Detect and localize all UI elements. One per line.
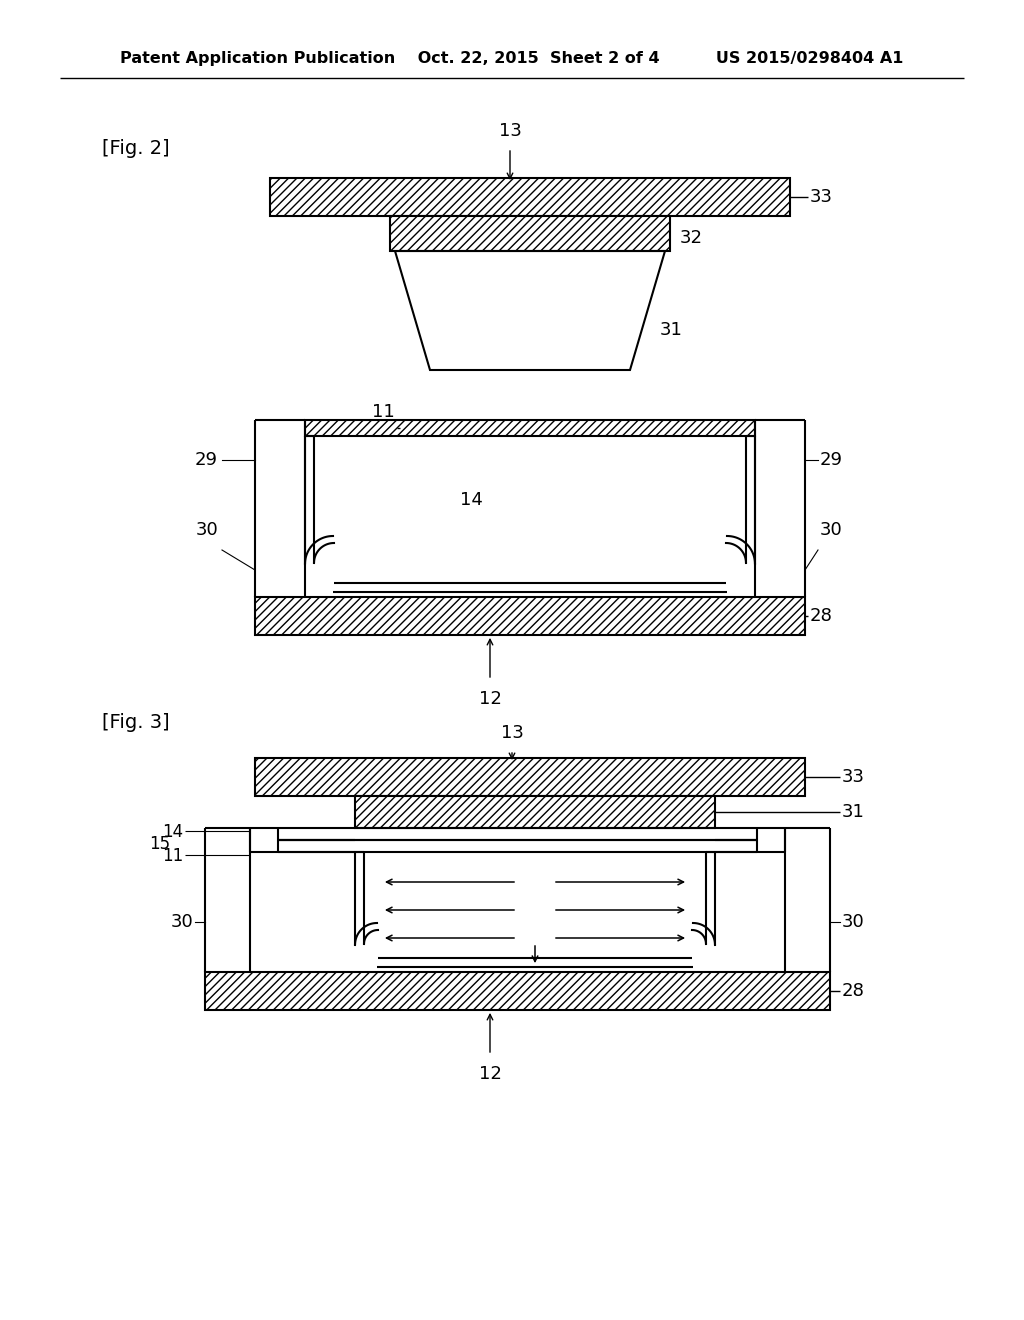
- Text: 30: 30: [170, 912, 193, 931]
- Text: 14: 14: [162, 822, 183, 841]
- Text: 15: 15: [148, 836, 170, 853]
- Text: 31: 31: [842, 803, 865, 821]
- Text: 14: 14: [460, 491, 483, 510]
- Text: 12: 12: [478, 690, 502, 708]
- Text: 30: 30: [842, 912, 864, 931]
- Text: 29: 29: [820, 451, 843, 469]
- Bar: [205, 972, 830, 1010]
- Text: 30: 30: [820, 521, 843, 539]
- Bar: [270, 178, 790, 216]
- Bar: [270, 178, 790, 216]
- Text: 11: 11: [373, 403, 395, 421]
- Text: 31: 31: [660, 321, 683, 339]
- Text: 28: 28: [810, 607, 833, 624]
- Bar: [390, 216, 670, 251]
- Bar: [255, 758, 805, 796]
- Bar: [355, 796, 715, 828]
- Text: 12: 12: [478, 1065, 502, 1082]
- Bar: [205, 972, 830, 1010]
- Text: 11: 11: [162, 847, 183, 865]
- Bar: [355, 796, 715, 828]
- Text: 33: 33: [810, 187, 833, 206]
- Text: 30: 30: [196, 521, 218, 539]
- Text: 33: 33: [842, 768, 865, 785]
- Bar: [255, 597, 805, 635]
- Text: 13: 13: [501, 723, 523, 742]
- Text: [Fig. 3]: [Fig. 3]: [102, 713, 170, 731]
- Text: 29: 29: [195, 451, 218, 469]
- Bar: [305, 420, 755, 436]
- Bar: [305, 420, 755, 436]
- Text: Patent Application Publication    Oct. 22, 2015  Sheet 2 of 4          US 2015/0: Patent Application Publication Oct. 22, …: [120, 50, 904, 66]
- Text: 13: 13: [499, 121, 521, 140]
- Bar: [390, 216, 670, 251]
- Text: 28: 28: [842, 982, 865, 1001]
- Bar: [255, 597, 805, 635]
- Text: [Fig. 2]: [Fig. 2]: [102, 139, 170, 157]
- Bar: [255, 758, 805, 796]
- Text: 32: 32: [680, 228, 703, 247]
